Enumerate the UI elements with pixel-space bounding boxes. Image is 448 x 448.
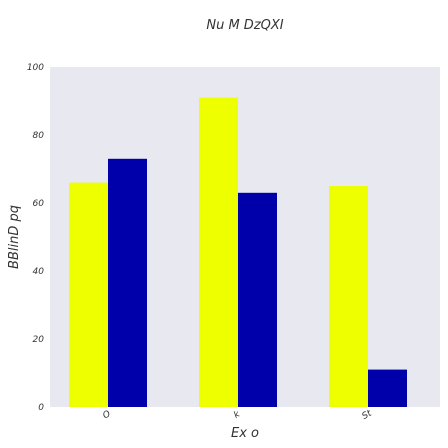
x-tick-label: O	[101, 409, 112, 421]
bar-series1-0	[69, 183, 108, 407]
y-tick-label: 100	[27, 63, 44, 73]
y-tick-label: 20	[33, 335, 45, 345]
y-tick-label: 60	[33, 199, 45, 209]
chart-title: Nu M DzQXI	[206, 18, 283, 33]
bar-series2-2	[368, 370, 407, 407]
x-tick-label: k	[232, 409, 242, 421]
x-tick-label: St	[360, 408, 373, 422]
y-tick-labels: 0 20 40 60 80 100	[27, 63, 44, 413]
bar-series1-1	[199, 98, 238, 407]
y-axis-label: BBlinD pq	[7, 205, 22, 269]
y-tick-label: 80	[33, 131, 45, 141]
bar-series2-0	[108, 159, 147, 407]
bar-series1-2	[329, 186, 368, 407]
bar-series2-1	[238, 193, 277, 407]
y-tick-label: 40	[33, 267, 45, 277]
y-tick-label: 0	[38, 403, 44, 413]
x-axis-label: Ex o	[231, 426, 259, 441]
